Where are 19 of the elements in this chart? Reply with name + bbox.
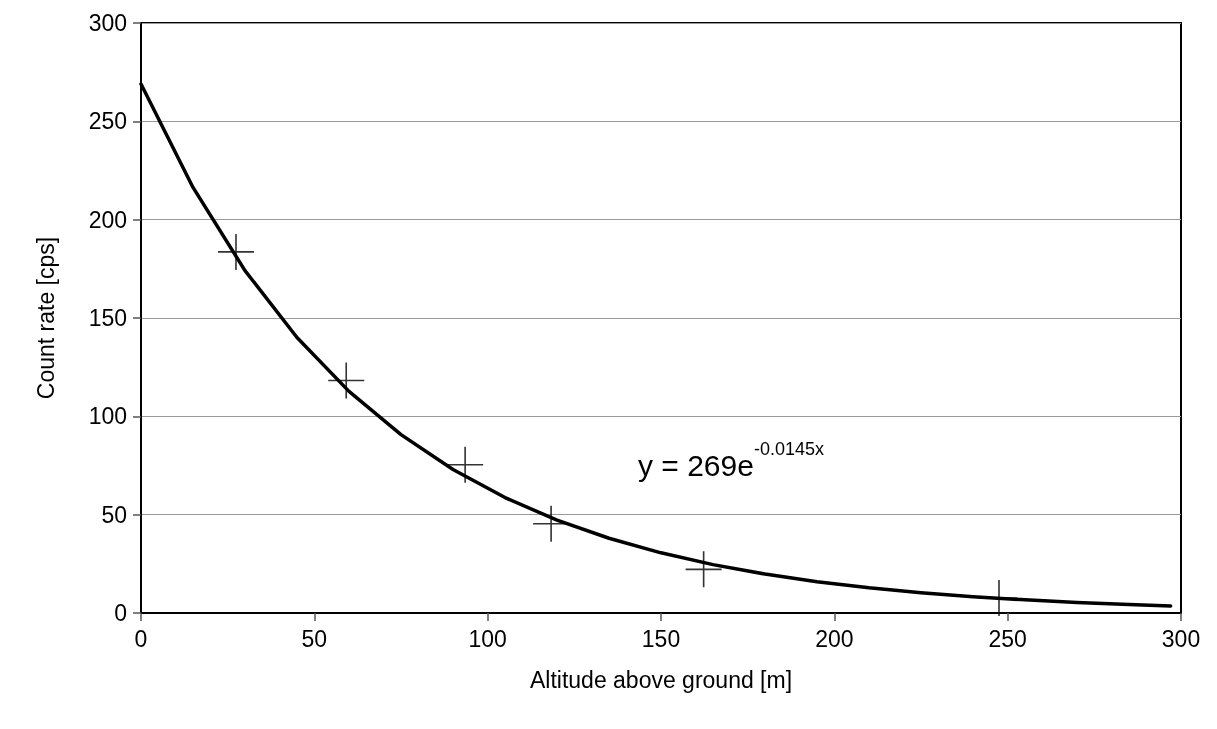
x-axis-title: Altitude above ground [m]: [529, 666, 793, 693]
y-tick-label: 150: [88, 305, 127, 331]
y-tick-label: 200: [88, 206, 127, 233]
y-tick-label: 250: [88, 108, 127, 135]
x-tick-label: 200: [815, 625, 854, 652]
y-tick-label: 300: [88, 10, 127, 36]
y-tick-label: 50: [101, 501, 127, 528]
x-tick-label: 0: [134, 625, 148, 652]
x-tick-label: 250: [988, 625, 1027, 652]
x-tick-label: 100: [468, 625, 507, 652]
point: [217, 233, 254, 270]
x-tick-label: 150: [641, 625, 681, 652]
x-tick-label: 300: [1161, 625, 1201, 652]
point: [328, 362, 365, 399]
x-tick-label: 50: [301, 625, 328, 652]
y-tick-label: 100: [88, 403, 127, 430]
y-tick-label: 0: [114, 600, 127, 626]
point: [447, 446, 484, 483]
y-axis-title: Count rate [cps]: [32, 236, 59, 400]
